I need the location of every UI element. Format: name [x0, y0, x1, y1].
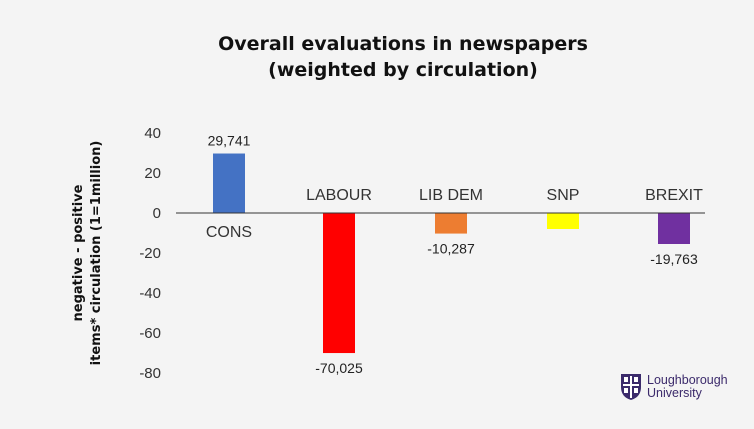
y-axis-ticks: 40 20 0 -20 -40 -60 -80 [139, 125, 161, 382]
bar-lib-dem [435, 213, 467, 234]
bar-brexit [658, 213, 690, 244]
chart-title-line-2: (weighted by circulation) [268, 59, 538, 81]
data-label: -70,025 [315, 360, 363, 376]
data-label: 29,741 [208, 133, 251, 149]
bars [213, 153, 690, 354]
chart-title: Overall evaluations in newspapers (weight… [218, 33, 588, 81]
shield-crest-icon [621, 374, 641, 400]
data-labels: 29,741 -70,025 -10,287 -19,763 [208, 133, 698, 377]
data-label: -19,763 [650, 251, 698, 267]
y-tick-label: -40 [139, 285, 161, 302]
university-logo: Loughborough University [620, 373, 728, 401]
y-tick-label: -20 [139, 245, 161, 262]
category-label: BREXIT [645, 187, 703, 204]
y-tick-label: 40 [144, 125, 161, 142]
category-label: LABOUR [306, 187, 372, 204]
chart-title-line-1: Overall evaluations in newspapers [218, 33, 588, 55]
logo-line-1: Loughborough [647, 373, 728, 387]
bar-snp [547, 213, 579, 229]
data-label: -10,287 [427, 241, 475, 257]
category-label: CONS [206, 224, 252, 241]
logo-line-2: University [647, 386, 702, 400]
y-tick-label: -60 [139, 325, 161, 342]
category-label: LIB DEM [419, 187, 483, 204]
category-labels: CONS LABOUR LIB DEM SNP BREXIT [206, 187, 703, 241]
y-tick-label: 20 [144, 165, 161, 182]
y-axis-label: negative - positive items* circulation (1… [71, 141, 104, 366]
y-tick-label: -80 [139, 365, 161, 382]
category-label: SNP [547, 187, 580, 204]
y-tick-label: 0 [153, 205, 161, 222]
bar-labour [323, 213, 355, 354]
y-axis-label-line-1: negative - positive [71, 184, 86, 321]
bar-cons [213, 153, 245, 213]
y-axis-label-line-2: items* circulation (1=1million) [89, 141, 104, 366]
